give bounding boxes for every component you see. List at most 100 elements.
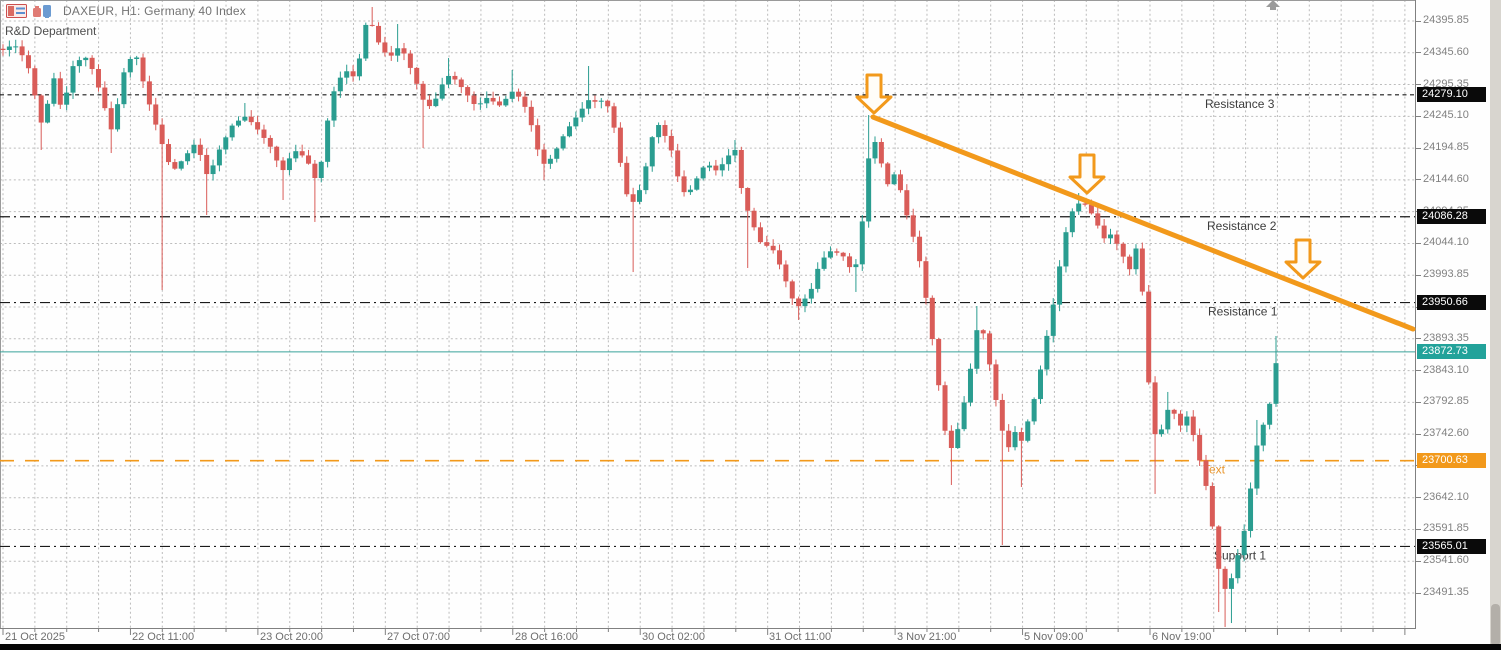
price-tick-label: 24345.60 xyxy=(1423,45,1469,58)
price-axis: 24395.85 24345.60 24295.35 24245.10 24194.85… xyxy=(1416,0,1490,628)
candle xyxy=(560,136,566,149)
candle xyxy=(764,242,770,246)
price-tick-label: 23792.85 xyxy=(1423,395,1469,408)
candle xyxy=(1254,445,1260,489)
candle xyxy=(586,100,592,109)
candle xyxy=(923,261,929,298)
candle xyxy=(19,46,25,56)
candle xyxy=(1146,291,1152,383)
candle xyxy=(172,162,178,169)
candle xyxy=(1025,421,1031,441)
candle xyxy=(350,71,356,77)
candle xyxy=(516,91,522,97)
candle xyxy=(713,165,719,171)
candle xyxy=(255,122,261,130)
candle xyxy=(261,129,267,138)
candle xyxy=(458,79,464,88)
candle xyxy=(605,100,611,107)
level-label: Resistance 2 xyxy=(1207,219,1277,233)
candle xyxy=(356,58,362,77)
price-badge: 23565.01 xyxy=(1417,538,1486,554)
candle xyxy=(407,53,413,68)
candle xyxy=(13,46,19,48)
candle xyxy=(878,142,884,164)
price-tick-mark xyxy=(1416,560,1421,562)
candle xyxy=(204,154,210,175)
chart-properties-icon[interactable] xyxy=(6,3,27,19)
candle xyxy=(872,142,878,159)
watermark-text: R&D Department xyxy=(5,24,97,38)
candle xyxy=(236,120,242,126)
candle xyxy=(306,155,312,164)
time-axis: 21 Oct 2025 22 Oct 11:00 23 Oct 20:00 27 Oc… xyxy=(0,629,1416,647)
candle xyxy=(1076,203,1082,212)
candle xyxy=(433,98,439,107)
time-tick-label: 30 Oct 02:00 xyxy=(642,631,705,643)
price-tick-label: 24245.10 xyxy=(1423,109,1469,122)
candle xyxy=(76,60,82,67)
candle xyxy=(1088,204,1094,214)
candle xyxy=(331,91,337,121)
price-tick-label: 24395.85 xyxy=(1423,14,1469,26)
candle xyxy=(0,48,6,50)
time-tick-label: 31 Oct 11:00 xyxy=(769,631,832,643)
candle xyxy=(980,330,986,334)
level-label: Resistance 1 xyxy=(1208,305,1278,319)
candle xyxy=(955,429,961,448)
scrollbar-track[interactable] xyxy=(1490,0,1501,650)
candle xyxy=(1114,234,1120,244)
candle xyxy=(1235,555,1241,579)
candle xyxy=(159,124,165,145)
candle xyxy=(611,106,617,128)
down-arrow-annotation[interactable] xyxy=(855,73,893,115)
candle xyxy=(146,81,152,105)
candle xyxy=(522,96,528,107)
candle xyxy=(885,163,891,185)
candle xyxy=(1241,530,1247,556)
time-tick-label: 3 Nov 21:00 xyxy=(897,631,957,643)
candle xyxy=(1133,248,1139,270)
candle xyxy=(299,151,305,156)
candle xyxy=(127,58,133,73)
candle xyxy=(904,190,910,216)
candle xyxy=(484,97,490,104)
candle xyxy=(535,125,541,150)
candle xyxy=(318,161,324,179)
candle xyxy=(897,174,903,191)
candle xyxy=(509,91,515,99)
scroll-to-end-icon[interactable] xyxy=(1264,0,1282,11)
time-tick-label: 5 Nov 09:00 xyxy=(1024,631,1084,643)
candle xyxy=(1120,243,1126,257)
candle xyxy=(312,163,318,179)
candle xyxy=(121,72,127,105)
candle xyxy=(726,155,732,165)
candle xyxy=(700,167,706,179)
candle xyxy=(286,158,292,171)
price-tick-mark xyxy=(1416,433,1421,435)
candle xyxy=(1203,460,1209,486)
descending-trendline[interactable] xyxy=(870,114,1416,332)
down-arrow-annotation[interactable] xyxy=(1068,153,1106,195)
price-tick-label: 24194.85 xyxy=(1423,141,1469,154)
candle xyxy=(662,125,668,136)
candle xyxy=(1069,211,1075,233)
chart-bars-icon[interactable] xyxy=(32,3,54,19)
down-arrow-annotation[interactable] xyxy=(1284,238,1322,280)
candle xyxy=(859,221,865,265)
chart-plot-area[interactable]: Resistance 3 Resistance 2 Resistance 1 Text… xyxy=(0,0,1416,644)
candle xyxy=(452,75,458,80)
candle xyxy=(1273,363,1279,404)
candle xyxy=(25,55,31,69)
candle xyxy=(738,150,744,189)
candle xyxy=(815,268,821,289)
price-tick-label: 23993.85 xyxy=(1423,268,1469,281)
candle xyxy=(140,57,146,82)
scrollbar-thumb[interactable] xyxy=(1491,604,1500,646)
candle xyxy=(840,252,846,257)
candle xyxy=(1267,403,1273,425)
candle xyxy=(191,144,197,154)
candle xyxy=(789,281,795,299)
candle xyxy=(1006,430,1012,448)
candle xyxy=(503,98,509,106)
